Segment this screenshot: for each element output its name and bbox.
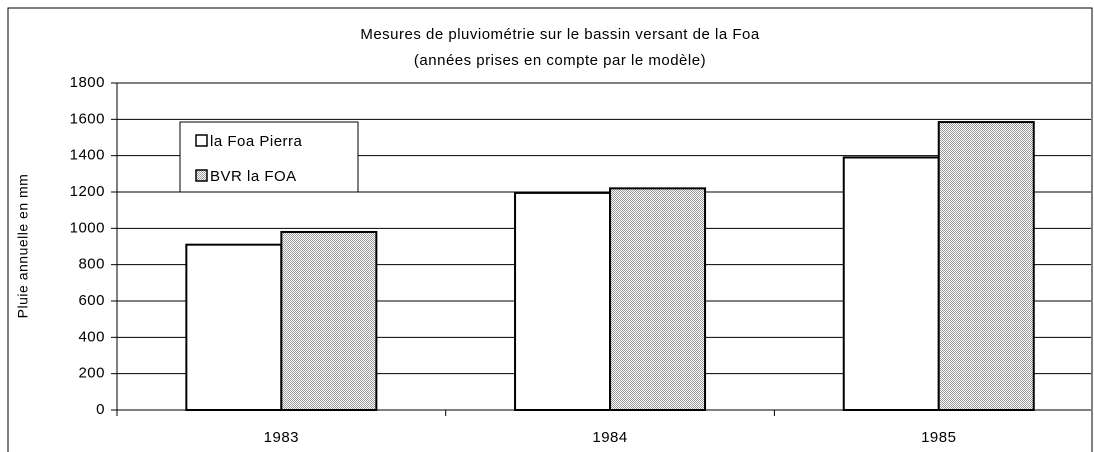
bar xyxy=(514,191,612,411)
y-tick-label: 0 xyxy=(96,401,105,418)
bar xyxy=(842,156,940,411)
y-tick-label: 1800 xyxy=(70,74,105,91)
y-tick-label: 800 xyxy=(78,256,105,273)
chart-subtitle: (années prises en compte par le modèle) xyxy=(414,52,706,69)
y-tick-label: 600 xyxy=(78,292,105,309)
x-tick-label: 1985 xyxy=(921,429,956,446)
y-tick-label: 1200 xyxy=(70,183,105,200)
y-axis-label: Pluie annuelle en mm xyxy=(15,174,31,319)
chart-title: Mesures de pluviométrie sur le bassin ve… xyxy=(360,26,760,43)
y-tick-label: 1400 xyxy=(70,147,105,164)
legend-box xyxy=(179,121,359,193)
bar xyxy=(937,121,1035,412)
y-tick-label: 400 xyxy=(78,328,105,345)
legend-swatch xyxy=(195,169,208,182)
legend-label: la Foa Pierra xyxy=(210,133,303,150)
legend-label: BVR la FOA xyxy=(210,168,297,185)
bar xyxy=(280,230,378,411)
y-tick-label: 200 xyxy=(78,365,105,382)
x-tick-label: 1983 xyxy=(264,429,299,446)
legend-swatch xyxy=(195,134,208,147)
bar xyxy=(609,187,707,411)
x-tick-label: 1984 xyxy=(592,429,627,446)
chart-frame xyxy=(7,7,1093,452)
y-tick-label: 1000 xyxy=(70,219,105,236)
y-tick-label: 1600 xyxy=(70,110,105,127)
bar xyxy=(185,243,283,411)
